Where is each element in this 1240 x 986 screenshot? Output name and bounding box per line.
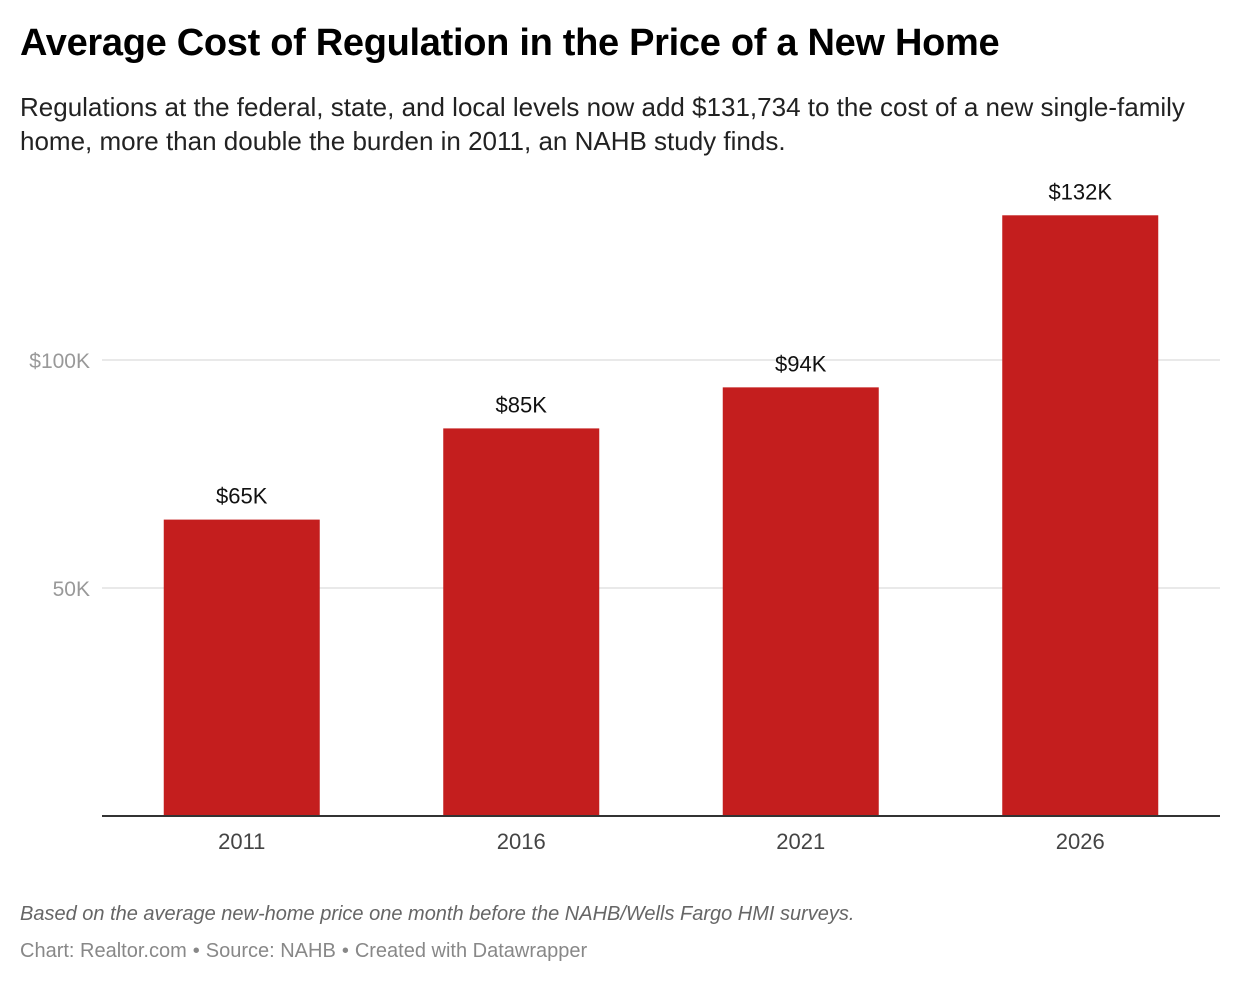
credit-source: Source: NAHB — [205, 940, 336, 962]
credit-separator: • — [341, 940, 349, 962]
data-label: $94K — [775, 351, 827, 376]
credit-separator: • — [192, 940, 200, 962]
chart-title: Average Cost of Regulation in the Price … — [20, 22, 1000, 64]
data-label: $85K — [496, 392, 548, 417]
chart-subtitle: Regulations at the federal, state, and l… — [20, 92, 1185, 156]
bar-2021 — [722, 387, 879, 816]
data-label: $65K — [216, 484, 268, 509]
chart-credits: Chart: Realtor.com • Source: NAHB • Created … — [20, 940, 587, 963]
axes: 2011 2016 2021 2026 — [102, 815, 1220, 854]
x-tick-label: 2016 — [497, 829, 546, 854]
y-tick-label: 50K — [53, 578, 90, 601]
bar-chart: 50K$100K $65K$85K$94K$132K 2011 2016 2021 2… — [29, 179, 1220, 854]
data-label: $132K — [1048, 179, 1112, 204]
bar-2011 — [163, 519, 320, 816]
credit-tool: Created with Datawrapper — [354, 940, 588, 962]
bar-2026 — [1002, 215, 1159, 816]
bar-2016 — [443, 428, 600, 816]
x-tick-label: 2021 — [776, 829, 825, 854]
x-tick-label: 2011 — [218, 829, 265, 854]
y-tick-label: $100K — [29, 350, 90, 373]
data-labels: $65K $85K $94K $132K — [216, 179, 1112, 508]
bars — [163, 215, 1159, 816]
credit-chart: Chart: Realtor.com — [20, 940, 187, 962]
chart-note: Based on the average new-home price one … — [20, 903, 855, 925]
x-tick-label: 2026 — [1056, 829, 1105, 854]
